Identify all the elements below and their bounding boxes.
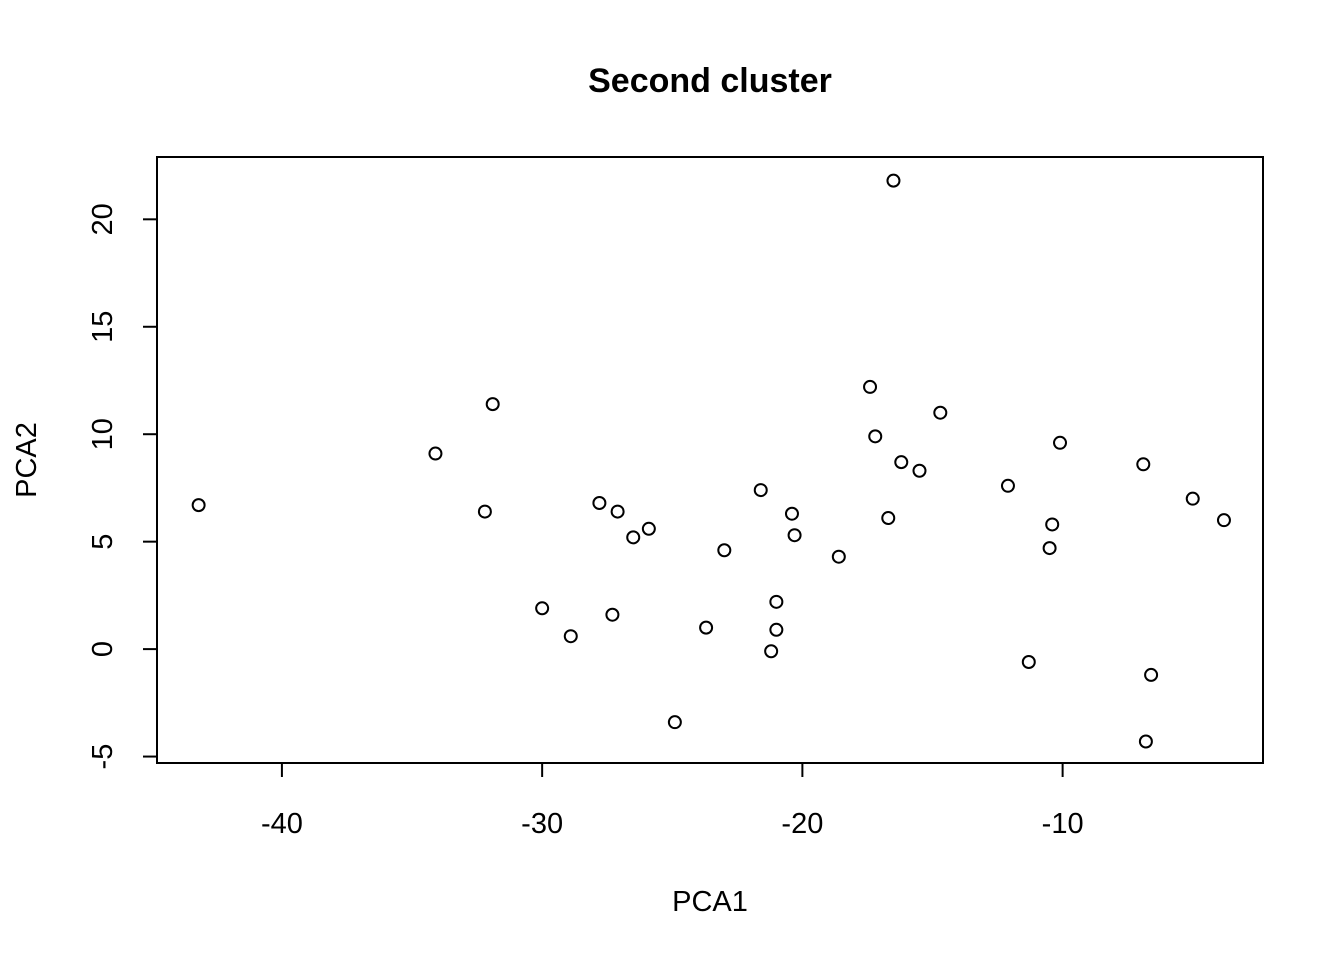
y-tick-label: 15	[87, 311, 119, 343]
data-point	[863, 379, 878, 394]
chart-title: Second cluster	[588, 62, 832, 100]
y-tick-label: 20	[87, 203, 119, 235]
data-point	[1000, 478, 1015, 493]
data-point	[610, 504, 625, 519]
data-point	[769, 594, 784, 609]
x-axis: -40 -30 -20 -10	[261, 762, 1084, 840]
x-tick-label: -30	[521, 808, 563, 840]
data-point	[1138, 734, 1153, 749]
data-point	[1216, 513, 1231, 528]
y-axis: -5 0 5 10 15 20	[87, 203, 158, 770]
data-point	[784, 506, 799, 521]
data-point	[641, 521, 656, 536]
y-axis-label: PCA2	[11, 422, 43, 498]
data-point	[787, 528, 802, 543]
data-point	[933, 405, 948, 420]
data-point	[1021, 655, 1036, 669]
data-point	[1045, 517, 1060, 532]
y-tick-label: 10	[87, 418, 119, 450]
data-point	[831, 549, 846, 564]
x-tick-label: -10	[1042, 808, 1084, 840]
x-axis-label: PCA1	[672, 886, 748, 918]
data-point	[881, 511, 896, 526]
x-tick-label: -20	[781, 808, 823, 840]
data-point	[717, 543, 732, 558]
data-point	[1053, 435, 1068, 450]
data-point	[912, 463, 927, 478]
data-point	[769, 622, 784, 637]
plot-frame	[156, 156, 1264, 764]
y-tick-label: 5	[87, 534, 119, 550]
data-point	[1042, 541, 1057, 556]
data-point	[592, 495, 607, 510]
data-point	[1185, 491, 1200, 506]
data-point	[764, 644, 779, 659]
data-point	[191, 498, 206, 513]
data-point	[886, 173, 901, 188]
data-point	[605, 607, 620, 622]
data-point	[868, 429, 883, 444]
data-points	[191, 173, 1231, 749]
x-tick-label: -40	[261, 808, 303, 840]
data-point	[667, 715, 682, 730]
data-point	[485, 397, 500, 412]
data-point	[1144, 667, 1159, 682]
data-point	[428, 446, 443, 461]
data-point	[699, 620, 714, 635]
data-point	[477, 504, 492, 519]
data-point	[753, 483, 768, 498]
data-point	[1136, 457, 1151, 472]
y-tick-label: -5	[87, 744, 119, 770]
data-point	[894, 455, 909, 470]
data-point	[535, 601, 550, 616]
data-point	[626, 530, 641, 545]
y-tick-label: 0	[87, 641, 119, 657]
data-point	[563, 629, 578, 644]
